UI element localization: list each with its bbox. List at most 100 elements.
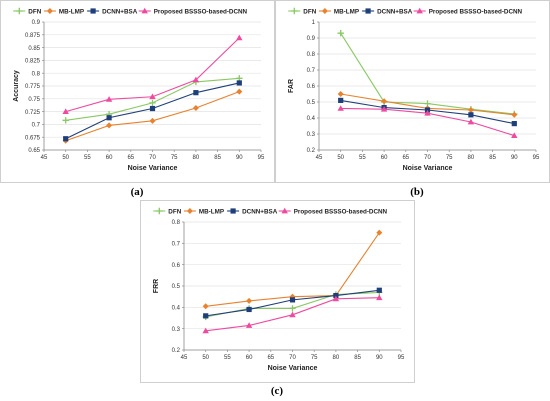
data-point: [236, 88, 243, 95]
data-point: [202, 327, 209, 334]
data-point: [376, 294, 383, 301]
legend-label: Proposed BSSSO-based-DCNN: [429, 8, 523, 15]
data-point: [149, 105, 156, 112]
legend-marker: [141, 7, 148, 14]
legend-label: MB-LMP: [334, 8, 359, 15]
legend-label: DCNN+BSA: [102, 8, 138, 15]
y-tick-label: 0.85: [28, 46, 40, 52]
data-point: [337, 91, 344, 97]
legend-label: MB-LMP: [199, 208, 224, 215]
data-point: [376, 287, 382, 293]
x-tick-label: 85: [214, 155, 221, 161]
data-point: [202, 303, 209, 310]
caption-c: (c): [270, 385, 284, 397]
x-tick-label: 60: [246, 355, 253, 361]
legend-label: DCNN+BSA: [242, 208, 278, 215]
data-point: [192, 105, 199, 112]
x-tick-label: 95: [533, 155, 540, 161]
x-axis-label: Noise Variance: [268, 365, 318, 372]
data-point: [106, 115, 112, 121]
legend-marker: [291, 7, 298, 15]
chart-frr-svg: 0.2 0.3 0.4 0.5 0.6 0.7 0.8 45 50 55 60 65 70 75 80 85 9…: [140, 200, 415, 383]
data-point: [424, 110, 431, 116]
y-axis-label: Accuracy: [13, 70, 20, 102]
y-tick-label: 0.65: [28, 148, 40, 154]
data-point: [149, 117, 156, 124]
y-tick-label: 0.775: [25, 84, 41, 90]
data-point: [106, 122, 113, 129]
legend-marker: [46, 8, 53, 14]
chart-frr: 0.2 0.3 0.4 0.5 0.6 0.7 0.8 45 50 55 60 65 70 75 80 85 9…: [140, 200, 415, 383]
data-point: [467, 107, 474, 113]
data-point: [149, 93, 156, 100]
data-point: [105, 96, 113, 102]
x-tick-label: 80: [193, 155, 200, 161]
caption-a: (a): [130, 186, 144, 198]
y-tick-label: 0.7: [32, 123, 41, 129]
legend-marker: [156, 207, 163, 215]
y-tick-label: 0.8: [172, 220, 181, 226]
legend-marker: [90, 8, 96, 14]
data-point: [289, 305, 296, 312]
y-tick-label: 0.5: [172, 284, 181, 290]
data-point: [246, 297, 253, 304]
data-point: [193, 90, 199, 96]
chart-far-svg: 0.2 0.3 0.4 0.5 0.6 0.7 0.8 0.9 1 45 50 55 60 65 70 75 8…: [275, 0, 550, 183]
y-tick-label: 0.675: [25, 135, 41, 141]
data-point: [511, 121, 517, 127]
data-point: [468, 112, 474, 118]
chart-far: 0.2 0.3 0.4 0.5 0.6 0.7 0.8 0.9 1 45 50 55 60 65 70 75 8…: [275, 0, 550, 183]
x-tick-label: 90: [511, 155, 518, 161]
legend-marker: [321, 8, 328, 14]
x-tick-label: 70: [149, 155, 156, 161]
x-tick-label: 45: [316, 155, 323, 161]
y-tick-label: 0.2: [307, 148, 316, 154]
data-point: [380, 106, 388, 112]
data-point: [381, 98, 388, 105]
legend-label: MB-LMP: [59, 8, 84, 15]
x-tick-label: 85: [354, 355, 361, 361]
y-axis-label: FRR: [153, 279, 160, 293]
x-tick-label: 85: [489, 155, 496, 161]
x-tick-label: 80: [468, 155, 475, 161]
chart-frame: [0, 0, 275, 183]
y-tick-label: 0.7: [172, 242, 181, 248]
x-tick-label: 60: [381, 155, 388, 161]
x-tick-label: 45: [181, 355, 188, 361]
legend-label: DCNN+BSA: [377, 8, 413, 15]
y-tick-label: 0.825: [25, 59, 41, 65]
data-point: [332, 295, 340, 302]
legend-label: Proposed BSSSO-based-DCNN: [294, 208, 388, 215]
y-tick-label: 0.8: [307, 52, 316, 58]
x-tick-label: 75: [446, 155, 453, 161]
data-point: [62, 117, 69, 124]
data-point: [203, 313, 209, 319]
y-axis-label: FAR: [288, 79, 295, 93]
data-point: [62, 108, 69, 114]
x-tick-label: 80: [333, 355, 340, 361]
y-tick-label: 0.7: [307, 68, 316, 74]
y-tick-label: 0.8: [32, 71, 41, 77]
data-point: [246, 306, 252, 313]
legend-marker: [16, 7, 23, 15]
data-point: [424, 107, 431, 113]
y-tick-label: 0.75: [28, 97, 40, 103]
x-tick-label: 60: [106, 155, 113, 161]
x-tick-label: 45: [41, 155, 48, 161]
legend-marker: [230, 208, 236, 214]
y-tick-label: 0.6: [307, 84, 316, 90]
x-tick-label: 50: [62, 155, 69, 161]
data-point: [236, 34, 243, 41]
chart-accuracy: 0.65 0.675 0.7 0.725 0.75 0.775 0.8 0.825 0.85 0.…: [0, 0, 275, 183]
x-axis-label: Noise Variance: [403, 165, 453, 172]
y-tick-label: 0.3: [172, 327, 181, 333]
data-point: [337, 105, 344, 111]
x-tick-label: 50: [337, 155, 344, 161]
legend-marker: [281, 207, 288, 214]
x-axis-label: Noise Variance: [128, 165, 178, 172]
data-point: [63, 136, 69, 142]
x-tick-label: 65: [402, 155, 409, 161]
y-tick-label: 0.4: [172, 306, 181, 312]
y-tick-label: 0.725: [25, 110, 41, 116]
y-tick-label: 0.6: [172, 263, 181, 269]
